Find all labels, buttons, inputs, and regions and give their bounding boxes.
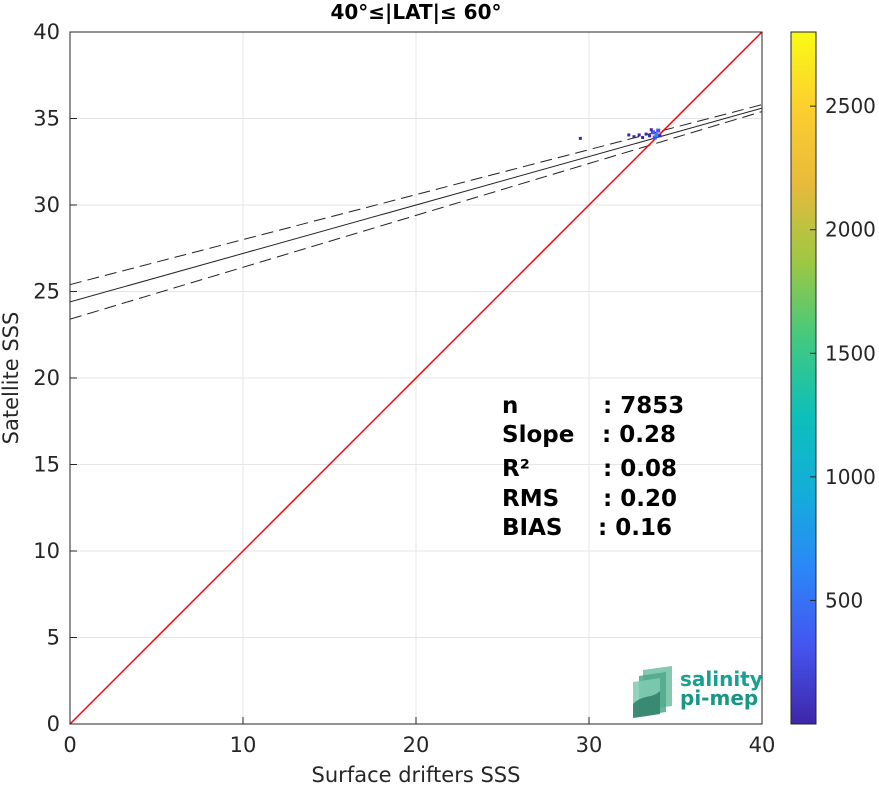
stat-value: : 7853 [603,393,684,419]
y-tick-label: 15 [33,453,60,477]
stat-label: n [502,393,518,419]
density-point [632,135,636,139]
density-point [652,135,657,140]
logo-line-2: pi-mep [680,686,758,710]
x-tick-label: 40 [749,733,776,757]
y-tick-label: 20 [33,366,60,390]
colorbar-tick-label: 1500 [825,341,876,365]
y-tick-label: 40 [33,20,60,44]
salinity-pi-mep-logo: salinity pi-mep [633,666,763,718]
stats-block: n : 7853 Slope : 0.28 R² : 0.08 RMS : 0.20 BIAS:… [502,393,684,541]
y-tick-label: 0 [47,712,60,736]
density-point [658,134,662,138]
y-axis-label: Satellite SSS [0,312,23,445]
chart-title: 40°≤|LAT|≤ 60° [330,0,501,24]
stat-value: : 0.28 [602,422,676,448]
colorbar-ticks: 500 1000 1500 2000 2500 [810,94,876,612]
point-layer [578,128,662,140]
colorbar-tick-label: 2000 [825,218,876,242]
y-tick-label: 10 [33,539,60,563]
x-tick-label: 0 [63,733,76,757]
stat-label: R² [502,456,530,482]
fit-line [70,107,762,303]
stat-label: BIAS [502,515,562,541]
y-tick-label: 35 [33,107,60,131]
stat-label: RMS [502,486,559,512]
stat-value: : 0.08 [603,456,677,482]
tick-layer: 0 10 20 30 40 0 5 10 15 20 25 30 35 40 [33,20,775,757]
density-point [654,132,659,137]
density-point [627,133,631,137]
one-to-one-line [70,32,762,724]
density-point [644,132,648,136]
y-tick-label: 30 [33,193,60,217]
logo-mark-icon [633,666,672,718]
y-tick-label: 5 [47,626,60,650]
density-point [651,130,656,135]
colorbar-tick-label: 2500 [825,94,876,118]
stat-label: Slope [502,422,574,448]
density-point [648,134,652,138]
density-point [641,136,645,140]
y-tick-label: 25 [33,280,60,304]
colorbar-tick-label: 1000 [825,465,876,489]
x-tick-label: 20 [403,733,430,757]
colorbar-tick-label: 500 [825,588,863,612]
density-point [656,128,661,133]
fit-lower-bound-line [70,111,762,320]
x-tick-label: 30 [576,733,603,757]
colorbar: 500 1000 1500 2000 2500 [790,31,876,725]
density-point [637,133,641,137]
density-point [578,136,582,140]
colorbar-bar [790,31,817,725]
logo-line-1: salinity [680,667,763,691]
density-point [649,128,653,132]
x-axis-label: Surface drifters SSS [312,763,521,786]
stat-value: : 0.16 [598,515,672,541]
x-tick-label: 10 [230,733,257,757]
stat-value: : 0.20 [603,486,677,512]
